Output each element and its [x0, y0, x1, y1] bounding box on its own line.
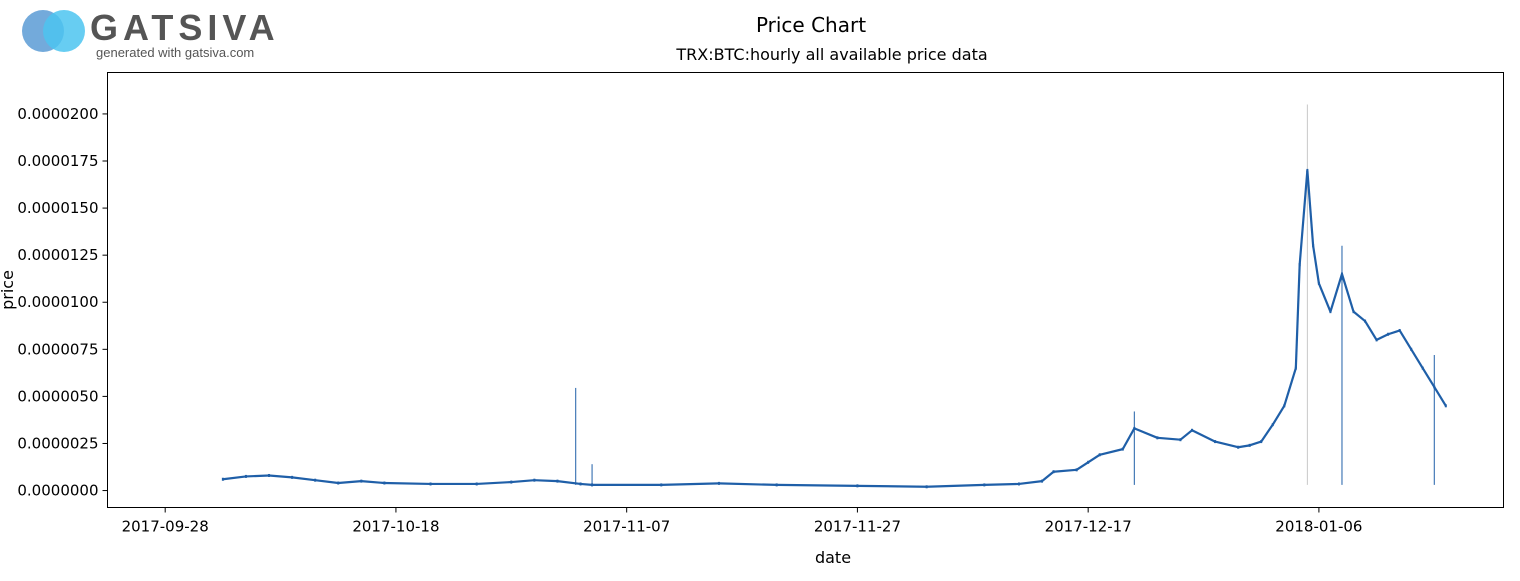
price-segment — [315, 479, 339, 485]
price-segment — [1087, 453, 1101, 464]
y-tick-label: 0.0000000 — [17, 482, 98, 500]
price-segment — [1179, 429, 1193, 441]
price-segment — [476, 480, 512, 486]
logo-circle-icon — [43, 10, 85, 52]
price-segment — [1340, 273, 1355, 312]
y-tick-label: 0.0000200 — [17, 105, 98, 123]
y-tick-label: 0.0000125 — [17, 246, 98, 264]
price-point — [1444, 404, 1447, 408]
price-segment — [1317, 282, 1332, 313]
price-segment — [1099, 448, 1124, 456]
price-segment — [1053, 468, 1077, 473]
price-segment — [245, 474, 270, 478]
price-segment — [1421, 367, 1436, 388]
price-segment — [1260, 424, 1274, 443]
price-segment — [268, 474, 293, 479]
price-segment — [1433, 386, 1447, 407]
price-segment — [1041, 470, 1055, 482]
price-segment — [984, 482, 1019, 487]
price-segment — [661, 482, 719, 487]
price-segment — [1376, 333, 1389, 341]
price-segment — [1294, 264, 1301, 369]
price-segment — [1157, 436, 1181, 441]
price-segment — [1076, 461, 1089, 471]
x-tick-label: 2017-10-18 — [352, 518, 439, 536]
price-segment — [1312, 245, 1320, 284]
price-segment — [1298, 170, 1309, 265]
logo-wordmark: GATSIVA — [90, 7, 280, 48]
price-segment — [776, 483, 858, 487]
price-segment — [1121, 427, 1136, 450]
chart-subtitle: TRX:BTC:hourly all available price data — [675, 45, 987, 64]
price-segment — [1237, 444, 1250, 449]
plot-frame — [107, 72, 1504, 508]
x-tick-label: 2017-09-28 — [122, 518, 209, 536]
x-tick-label: 2017-11-27 — [814, 518, 901, 536]
y-tick-label: 0.0000150 — [17, 199, 98, 217]
price-segment — [384, 481, 431, 486]
price-segment — [857, 484, 927, 488]
price-segment — [1352, 310, 1366, 322]
price-segment — [1214, 440, 1239, 449]
gatsiva-logo: GATSIVA generated with gatsiva.com — [22, 10, 292, 62]
price-segment — [1191, 429, 1216, 443]
price-segment — [1398, 329, 1413, 350]
price-segment — [1329, 273, 1344, 312]
y-tick-label: 0.0000100 — [17, 293, 98, 311]
chart-title: Price Chart — [756, 13, 866, 37]
x-axis-label: date — [815, 548, 851, 567]
price-segment — [534, 479, 558, 483]
price-segment — [222, 475, 247, 481]
price-segment — [1249, 440, 1262, 447]
x-tick-label: 2017-12-17 — [1045, 518, 1132, 536]
y-tick-label: 0.0000075 — [17, 340, 98, 358]
price-segment — [511, 479, 535, 484]
price-segment — [1271, 405, 1286, 426]
price-segment — [1018, 480, 1043, 486]
price-segment — [580, 482, 593, 486]
y-tick-label: 0.0000025 — [17, 434, 98, 452]
price-segment — [1364, 320, 1378, 341]
price-segment — [361, 480, 385, 485]
logo-tagline: generated with gatsiva.com — [96, 45, 255, 60]
x-tick-label: 2018-01-06 — [1275, 518, 1362, 536]
y-tick-label: 0.0000175 — [17, 152, 98, 170]
price-segment — [1410, 348, 1424, 369]
price-segment — [1306, 170, 1315, 246]
price-segment — [291, 476, 316, 482]
price-segment — [926, 483, 985, 488]
price-segment — [557, 480, 581, 486]
price-point — [510, 480, 513, 484]
y-tick-label: 0.0000050 — [17, 387, 98, 405]
price-segment — [338, 480, 362, 485]
price-segment — [1387, 329, 1401, 336]
x-tick-label: 2017-11-07 — [583, 518, 670, 536]
price-segment — [1133, 427, 1158, 439]
y-axis-label: price — [0, 270, 17, 310]
price-segment — [1283, 367, 1297, 407]
price-segment — [718, 482, 777, 487]
